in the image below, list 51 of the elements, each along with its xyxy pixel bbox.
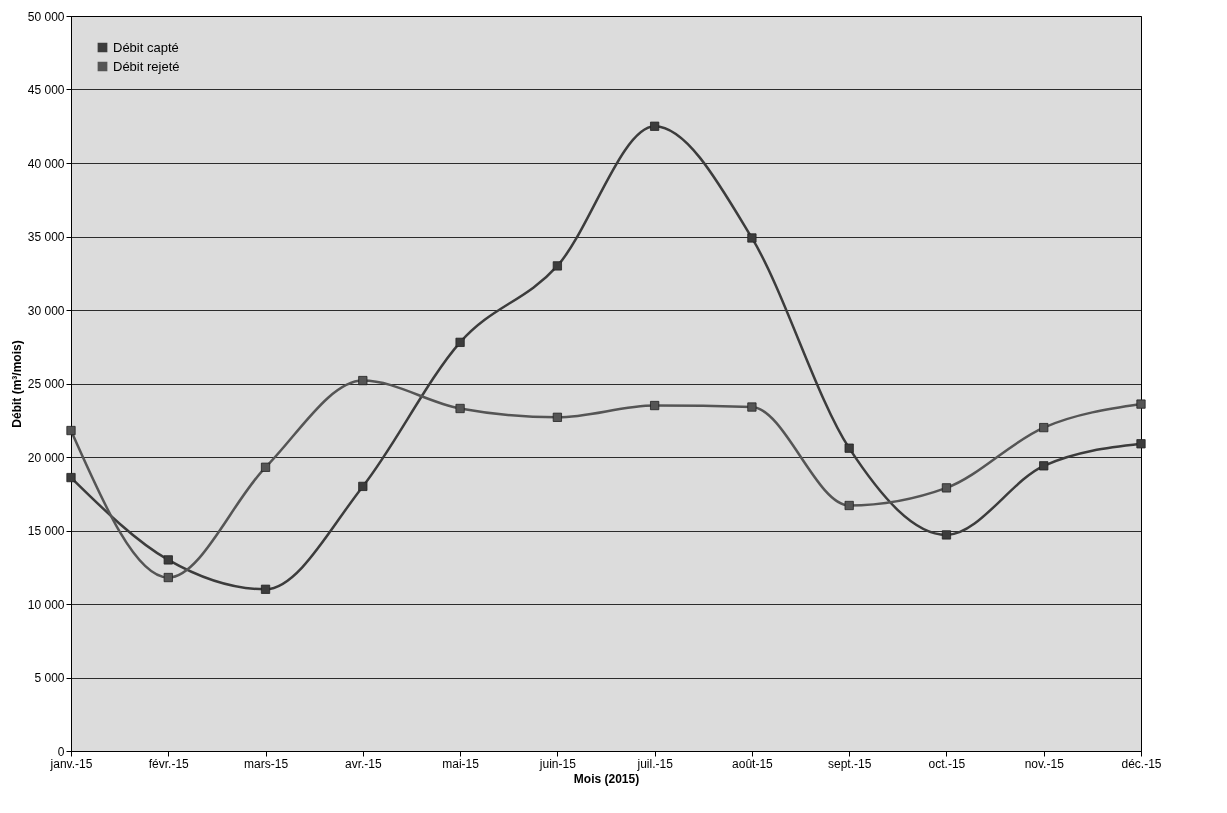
y-tick-label: 50 000 bbox=[27, 9, 65, 24]
y-tick-label: 30 000 bbox=[27, 303, 65, 318]
x-tick-label: août-15 bbox=[732, 756, 774, 771]
legend-label: Débit capté bbox=[113, 39, 179, 55]
x-tick-label: avr.-15 bbox=[344, 756, 382, 771]
y-tick-label: 20 000 bbox=[27, 450, 65, 465]
point bbox=[66, 473, 76, 483]
point bbox=[1039, 461, 1049, 471]
point bbox=[650, 400, 660, 411]
y-axis-title: Débit (m³/mois) bbox=[9, 340, 24, 428]
point bbox=[1039, 423, 1049, 433]
point bbox=[260, 462, 271, 472]
point bbox=[844, 500, 854, 511]
point bbox=[163, 555, 173, 565]
point bbox=[941, 530, 952, 540]
y-tick-label: 10 000 bbox=[27, 597, 65, 612]
y-tick-label: 40 000 bbox=[27, 156, 65, 171]
point bbox=[455, 337, 465, 347]
point bbox=[747, 233, 757, 243]
point bbox=[358, 481, 368, 491]
y-tick-label: 0 bbox=[57, 744, 65, 759]
legend-label: Débit rejeté bbox=[113, 58, 180, 74]
point bbox=[1136, 399, 1146, 409]
point bbox=[358, 375, 368, 386]
x-tick-label: mars-15 bbox=[244, 756, 289, 771]
x-tick-label: nov.-15 bbox=[1024, 756, 1065, 771]
y-tick-label: 35 000 bbox=[27, 230, 65, 244]
y-tick-label: 45 000 bbox=[27, 83, 65, 97]
point bbox=[552, 412, 562, 422]
x-tick-label: sept.-15 bbox=[828, 756, 872, 771]
x-tick-label: déc.-15 bbox=[1121, 756, 1162, 771]
point bbox=[650, 121, 660, 131]
point bbox=[455, 403, 465, 414]
point bbox=[66, 425, 76, 436]
point bbox=[1136, 439, 1146, 449]
x-tick-label: mai-15 bbox=[442, 756, 480, 771]
point bbox=[844, 443, 854, 453]
x-tick-label: janv.-15 bbox=[49, 756, 93, 771]
point bbox=[747, 402, 757, 412]
point bbox=[163, 572, 173, 583]
y-tick-label: 15 000 bbox=[27, 524, 65, 538]
y-tick-label: 25 000 bbox=[27, 377, 65, 391]
x-tick-label: oct.-15 bbox=[928, 756, 966, 771]
y-tick-label: 5 000 bbox=[34, 671, 65, 685]
point bbox=[260, 584, 271, 594]
point bbox=[941, 483, 952, 493]
x-tick-label: juin-15 bbox=[538, 756, 577, 771]
point bbox=[552, 261, 562, 271]
x-axis-title: Mois (2015) bbox=[573, 771, 640, 786]
x-tick-label: févr.-15 bbox=[148, 756, 190, 771]
x-tick-label: juil.-15 bbox=[636, 756, 674, 771]
